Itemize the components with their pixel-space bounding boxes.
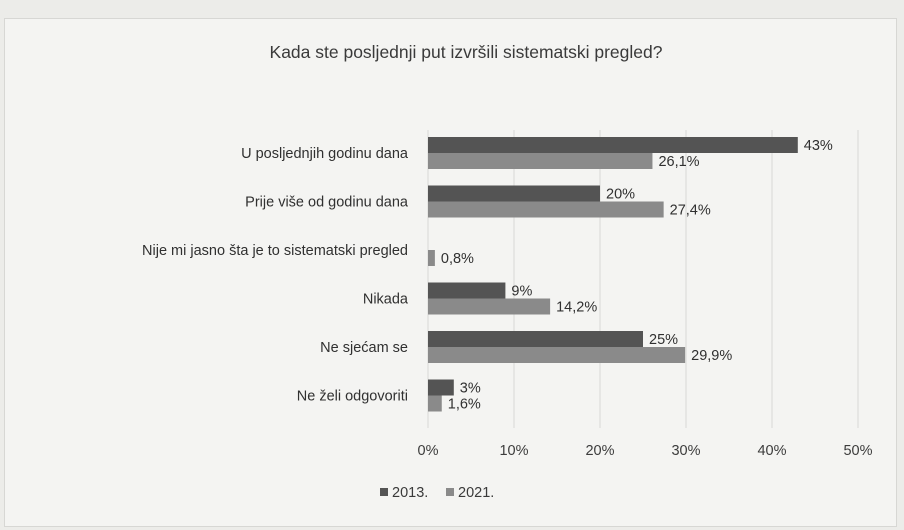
bar-2021 (428, 250, 435, 266)
category-label: Nije mi jasno šta je to sistematski preg… (142, 243, 408, 259)
bar-2013 (428, 331, 643, 347)
data-label: 14,2% (556, 300, 597, 316)
legend-swatch (446, 488, 454, 496)
bar-2013 (428, 282, 506, 299)
legend-label: 2013. (392, 485, 428, 501)
legend: 2013. 2021. (380, 485, 494, 501)
data-label: 0,8% (441, 251, 474, 267)
data-label: 26,1% (658, 154, 699, 170)
x-tick-labels: 0% 10% 20% 30% 40% 50% (418, 443, 873, 459)
chart-title: Kada ste posljednji put izvršili sistema… (270, 42, 663, 62)
data-label: 3% (460, 381, 481, 397)
x-tick-label: 20% (585, 443, 614, 459)
category-label: Prije više od godinu dana (245, 195, 409, 211)
data-label: 43% (804, 138, 833, 154)
gridlines (427, 130, 859, 428)
bar-2021 (428, 347, 686, 363)
bars (428, 137, 798, 412)
bar-2021 (428, 395, 442, 412)
data-label: 29,9% (691, 348, 732, 364)
data-label: 1,6% (448, 397, 481, 413)
x-tick-label: 40% (757, 443, 786, 459)
data-labels: 43% 26,1% 20% 27,4% 0,8% 9% 14,2% 25% 29,9% 3%1,6… (441, 138, 833, 413)
bar-2013 (428, 137, 798, 153)
chart-frame (4, 18, 897, 527)
category-label: Nikada (363, 292, 409, 308)
bar-2013 (428, 379, 454, 396)
category-labels: U posljednjih godinu dana Prije više od g… (142, 146, 409, 405)
x-tick-label: 10% (499, 443, 528, 459)
bar-2021 (428, 153, 653, 169)
data-label: 25% (649, 332, 678, 348)
legend-swatch (380, 488, 388, 496)
category-label: Ne sjećam se (320, 340, 408, 356)
data-label: 9% (511, 284, 532, 300)
legend-label: 2021. (458, 485, 494, 501)
data-label: 27,4% (670, 203, 711, 219)
data-label: 20% (606, 187, 635, 203)
bar-2021 (428, 201, 664, 218)
bar-2013 (428, 185, 600, 202)
x-tick-label: 30% (671, 443, 700, 459)
x-tick-label: 50% (843, 443, 872, 459)
category-label: Ne želi odgovoriti (297, 389, 408, 405)
category-label: U posljednjih godinu dana (241, 146, 409, 162)
bar-2021 (428, 298, 551, 315)
x-tick-label: 0% (418, 443, 439, 459)
